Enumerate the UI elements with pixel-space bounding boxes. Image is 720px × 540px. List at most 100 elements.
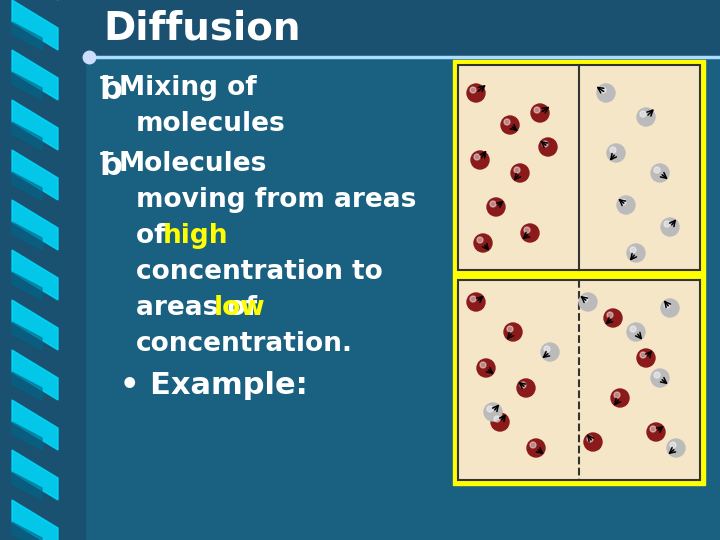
Circle shape [614,392,620,398]
Text: molecules: molecules [136,111,286,137]
Polygon shape [12,200,58,250]
Circle shape [542,141,548,147]
Polygon shape [12,472,42,500]
Circle shape [584,433,602,451]
Circle shape [667,439,685,457]
Text: concentration.: concentration. [136,331,353,357]
Circle shape [610,147,616,153]
Circle shape [541,343,559,361]
Circle shape [582,296,588,302]
Polygon shape [12,150,58,200]
Circle shape [600,87,606,93]
Circle shape [520,382,526,388]
Bar [458,65,700,270]
Polygon shape [12,300,58,350]
Polygon shape [12,350,58,400]
Circle shape [484,403,502,421]
Circle shape [504,119,510,125]
Circle shape [651,164,669,182]
Circle shape [627,323,645,341]
Polygon shape [12,100,58,150]
Circle shape [587,436,593,442]
Circle shape [474,234,492,252]
Circle shape [531,104,549,122]
Circle shape [607,144,625,162]
Circle shape [539,138,557,156]
Text: Mixing of: Mixing of [119,75,257,101]
Text: of: of [136,223,175,249]
Polygon shape [12,500,58,540]
Bar [458,280,700,480]
Text: areas of: areas of [136,295,266,321]
Circle shape [654,167,660,173]
Circle shape [477,237,483,243]
Circle shape [630,247,636,253]
Text: ƀ: ƀ [100,151,123,182]
Circle shape [640,352,646,358]
Polygon shape [12,50,58,100]
Circle shape [664,221,670,227]
Circle shape [579,293,597,311]
Polygon shape [12,400,58,450]
Circle shape [507,326,513,332]
Circle shape [487,406,493,412]
Circle shape [670,442,676,448]
Polygon shape [12,422,42,450]
Circle shape [521,224,539,242]
Text: Diffusion: Diffusion [103,9,300,47]
Polygon shape [12,372,42,400]
Polygon shape [12,72,42,100]
Circle shape [474,154,480,160]
Text: Molecules: Molecules [119,151,267,177]
Bar [85,0,720,57]
Polygon shape [12,272,42,300]
Polygon shape [12,450,58,500]
Circle shape [527,439,545,457]
Text: • Example:: • Example: [120,371,307,400]
Circle shape [611,389,629,407]
Polygon shape [12,322,42,350]
Circle shape [607,312,613,318]
Circle shape [480,362,486,368]
Circle shape [517,379,535,397]
Circle shape [544,346,550,352]
Circle shape [604,309,622,327]
Circle shape [650,426,656,432]
Circle shape [514,167,520,173]
Circle shape [501,116,519,134]
Polygon shape [12,122,42,150]
Circle shape [630,326,636,332]
Circle shape [511,164,529,182]
Circle shape [487,198,505,216]
Circle shape [647,423,665,441]
Polygon shape [12,172,42,200]
Text: concentration to: concentration to [136,259,383,285]
Polygon shape [12,222,42,250]
Circle shape [467,84,485,102]
Circle shape [504,323,522,341]
Circle shape [490,201,496,207]
Circle shape [470,296,476,302]
Circle shape [654,372,660,378]
Circle shape [664,302,670,308]
Circle shape [661,299,679,317]
Circle shape [524,227,530,233]
Circle shape [491,413,509,431]
Circle shape [467,293,485,311]
Polygon shape [12,522,42,540]
Text: ƀ: ƀ [100,75,123,106]
Polygon shape [12,0,58,50]
Circle shape [637,349,655,367]
Text: moving from areas: moving from areas [136,187,416,213]
Circle shape [494,416,500,422]
Circle shape [620,199,626,205]
Circle shape [661,218,679,236]
Circle shape [471,151,489,169]
Bar [453,275,705,485]
Circle shape [597,84,615,102]
Circle shape [627,244,645,262]
Polygon shape [12,22,42,50]
Circle shape [477,359,495,377]
Circle shape [534,107,540,113]
Polygon shape [12,250,58,300]
